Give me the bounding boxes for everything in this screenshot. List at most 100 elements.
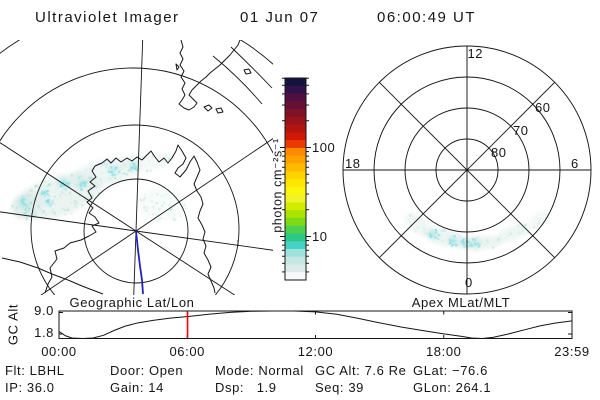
aurora-speckle bbox=[25, 205, 28, 208]
aurora-speckle bbox=[33, 197, 36, 201]
aurora-speckle bbox=[97, 162, 100, 165]
aurora-speckle bbox=[73, 188, 76, 191]
aurora-speckle bbox=[66, 209, 70, 212]
aurora-speckle bbox=[183, 203, 186, 206]
aurora-speckle bbox=[15, 206, 18, 210]
aurora-speckle bbox=[35, 184, 38, 187]
polar-label: 12 bbox=[468, 46, 483, 61]
aurora-speckle bbox=[27, 209, 30, 212]
aurora-speckle bbox=[115, 162, 118, 165]
aurora-speckle bbox=[167, 208, 170, 212]
aurora-speckle bbox=[130, 170, 134, 173]
aurora-speckle bbox=[63, 179, 66, 182]
colorbar-band bbox=[285, 272, 306, 281]
aurora-speckle bbox=[43, 195, 47, 198]
header-date: 01 Jun 07 bbox=[240, 9, 320, 26]
aurora-speckle bbox=[44, 213, 48, 216]
aurora-speckle bbox=[154, 214, 158, 217]
aurora-speckle bbox=[70, 191, 73, 194]
aurora-speckle bbox=[517, 224, 520, 228]
aurora-speckle bbox=[429, 235, 433, 239]
aurora-speckle bbox=[22, 198, 26, 201]
status-field: GLon: 264.1 bbox=[413, 380, 492, 395]
aurora-speckle bbox=[71, 174, 74, 177]
aurora-speckle bbox=[467, 242, 470, 245]
aurora-speckle bbox=[451, 240, 454, 243]
aurora-speckle bbox=[45, 181, 48, 184]
aurora-speckle bbox=[79, 182, 82, 185]
aurora-speckle bbox=[78, 194, 81, 197]
aurora-speckle bbox=[87, 178, 91, 181]
aurora-speckle bbox=[24, 203, 27, 206]
aurora-speckle bbox=[27, 213, 30, 217]
aurora-speckle bbox=[449, 239, 452, 242]
aurora-speckle bbox=[412, 215, 415, 219]
aurora-speckle bbox=[435, 231, 438, 234]
aurora-speckle bbox=[16, 200, 19, 203]
grid-arc bbox=[230, 46, 273, 89]
aurora-speckle bbox=[67, 182, 70, 185]
gc-alt-plot bbox=[58, 310, 573, 340]
aurora-speckle bbox=[59, 196, 62, 199]
aurora-speckle bbox=[162, 159, 165, 162]
aurora-speckle bbox=[85, 180, 88, 183]
colorbar-band bbox=[285, 163, 306, 172]
aurora-speckle bbox=[53, 203, 56, 206]
aurora-speckle bbox=[463, 246, 466, 249]
aurora-speckle bbox=[156, 193, 159, 196]
aurora-speckle bbox=[138, 158, 141, 161]
aurora-speckle bbox=[474, 237, 478, 240]
aurora-speckle bbox=[111, 174, 114, 177]
aurora-speckle bbox=[523, 233, 526, 236]
aurora-speckle bbox=[89, 167, 92, 170]
polar-label: 80 bbox=[491, 145, 506, 160]
aurora-speckle bbox=[51, 182, 54, 185]
aurora-speckle bbox=[155, 202, 158, 205]
aurora-speckle bbox=[119, 165, 123, 168]
aurora-speckle bbox=[114, 177, 117, 180]
aurora-speckle bbox=[168, 209, 171, 212]
aurora-speckle bbox=[21, 201, 24, 204]
aurora-speckle bbox=[44, 200, 48, 203]
aurora-speckle bbox=[89, 187, 92, 190]
status-field: IP: 36.0 bbox=[5, 380, 55, 395]
geo-panel-label: Geographic Lat/Lon bbox=[69, 295, 195, 310]
aurora-speckle bbox=[40, 195, 43, 199]
spacecraft-track bbox=[135, 230, 144, 295]
aurora-speckle bbox=[130, 166, 134, 169]
polar-grid bbox=[342, 45, 592, 295]
gc-alt-axis-label: GC Alt bbox=[5, 303, 21, 346]
aurora-speckle bbox=[46, 193, 49, 196]
aurora-speckle bbox=[54, 188, 57, 191]
aurora-speckle bbox=[163, 201, 166, 205]
aurora-speckle bbox=[427, 232, 431, 235]
aurora-speckle bbox=[23, 211, 26, 215]
aurora-speckle bbox=[90, 177, 93, 180]
aurora-speckle bbox=[40, 202, 43, 206]
colorbar-band bbox=[285, 116, 306, 126]
aurora-speckle bbox=[472, 245, 476, 249]
aurora-speckle bbox=[458, 235, 462, 238]
aurora-speckle bbox=[30, 214, 33, 217]
aurora-speckle bbox=[146, 206, 149, 209]
aurora-speckle bbox=[434, 228, 438, 232]
aurora-speckle bbox=[158, 154, 161, 157]
aurora-speckle bbox=[421, 230, 424, 233]
aurora-speckle bbox=[408, 219, 411, 223]
aurora-speckle bbox=[53, 212, 56, 215]
aurora-speckle bbox=[25, 218, 29, 221]
colorbar-band bbox=[285, 225, 306, 234]
aurora-speckle bbox=[457, 233, 460, 236]
aurora-speckle bbox=[70, 197, 73, 201]
polar-label: 18 bbox=[345, 156, 360, 171]
aurora-speckle bbox=[67, 207, 70, 210]
aurora-speckle bbox=[61, 207, 64, 210]
aurora-speckle bbox=[437, 233, 440, 236]
aurora-speckle bbox=[70, 212, 73, 215]
aurora-speckle bbox=[51, 200, 54, 203]
aurora-speckle bbox=[81, 204, 84, 207]
aurora-speckle bbox=[114, 167, 117, 171]
aurora-speckle bbox=[185, 207, 188, 210]
aurora-blob bbox=[138, 187, 186, 221]
colorbar-band bbox=[285, 140, 306, 149]
